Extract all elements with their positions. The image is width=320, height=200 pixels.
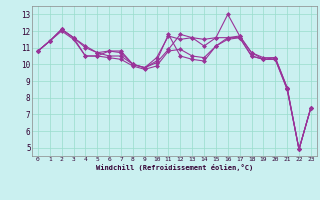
X-axis label: Windchill (Refroidissement éolien,°C): Windchill (Refroidissement éolien,°C) [96, 164, 253, 171]
